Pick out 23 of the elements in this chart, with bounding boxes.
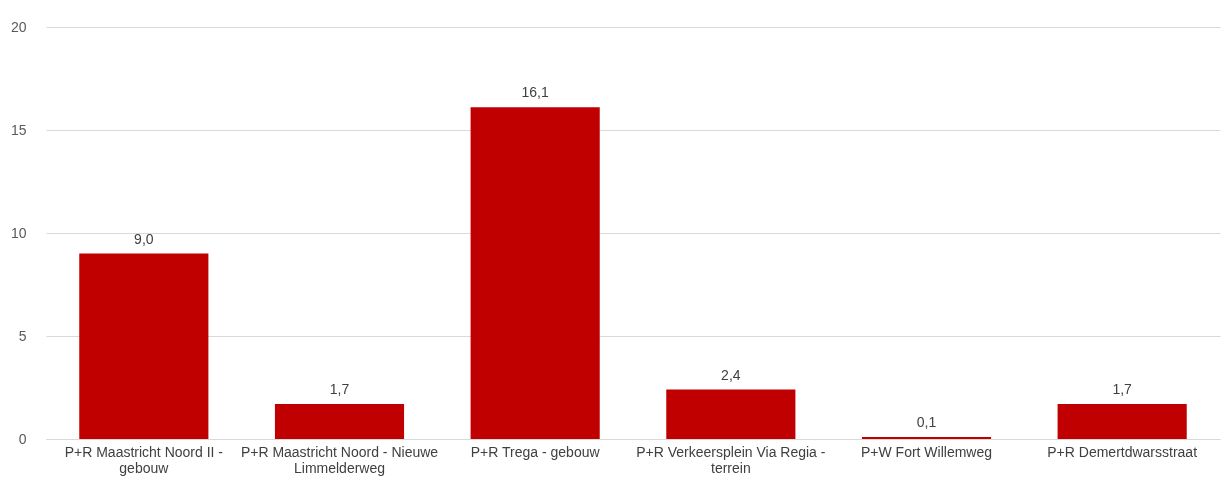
bar bbox=[79, 253, 209, 439]
bar bbox=[666, 389, 796, 439]
y-tick-label: 20 bbox=[10, 18, 27, 35]
y-tick-label: 5 bbox=[18, 327, 27, 344]
bar bbox=[274, 403, 405, 439]
bar bbox=[861, 436, 992, 439]
x-tick-label: P+R Trega - gebouw bbox=[470, 443, 601, 460]
bar bbox=[1057, 403, 1187, 439]
x-tick-label: P+W Fort Willemweg bbox=[860, 443, 993, 460]
y-tick-label: 0 bbox=[18, 430, 27, 447]
data-label: 1,7 bbox=[1112, 380, 1133, 397]
data-label: 16,1 bbox=[521, 84, 549, 101]
data-label: 0,1 bbox=[916, 413, 937, 430]
x-tick-label: P+R Maastricht Noord - Nieuwe Limmelderweg bbox=[240, 443, 439, 476]
bar bbox=[470, 107, 600, 439]
y-tick-label: 10 bbox=[10, 224, 27, 241]
data-label: 2,4 bbox=[721, 366, 741, 383]
data-label: 9,0 bbox=[134, 230, 154, 247]
x-tick-label: P+R Verkeersplein Via Regia - terrein bbox=[636, 443, 826, 476]
y-tick-label: 15 bbox=[10, 121, 27, 138]
x-tick-label: P+R Maastricht Noord II - gebouw bbox=[64, 443, 224, 476]
x-tick-label: P+R Demertdwarsstraat bbox=[1047, 443, 1198, 460]
data-label: 1,7 bbox=[329, 380, 350, 397]
